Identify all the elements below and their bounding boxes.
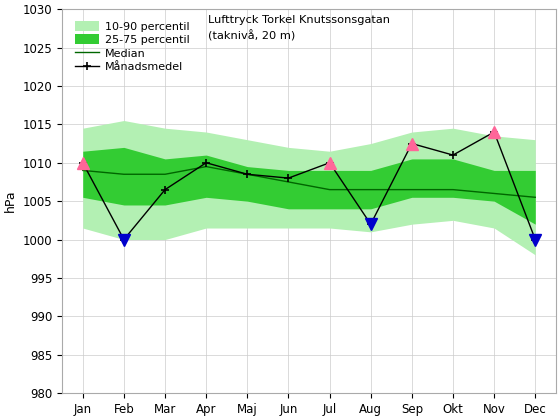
Text: Lufttryck Torkel Knutssonsgatan: Lufttryck Torkel Knutssonsgatan [208,15,390,25]
Legend: 10-90 percentil, 25-75 percentil, Median, Månadsmedel: 10-90 percentil, 25-75 percentil, Median… [73,18,192,74]
Text: (taknivå, 20 m): (taknivå, 20 m) [208,30,295,42]
Y-axis label: hPa: hPa [4,190,17,213]
